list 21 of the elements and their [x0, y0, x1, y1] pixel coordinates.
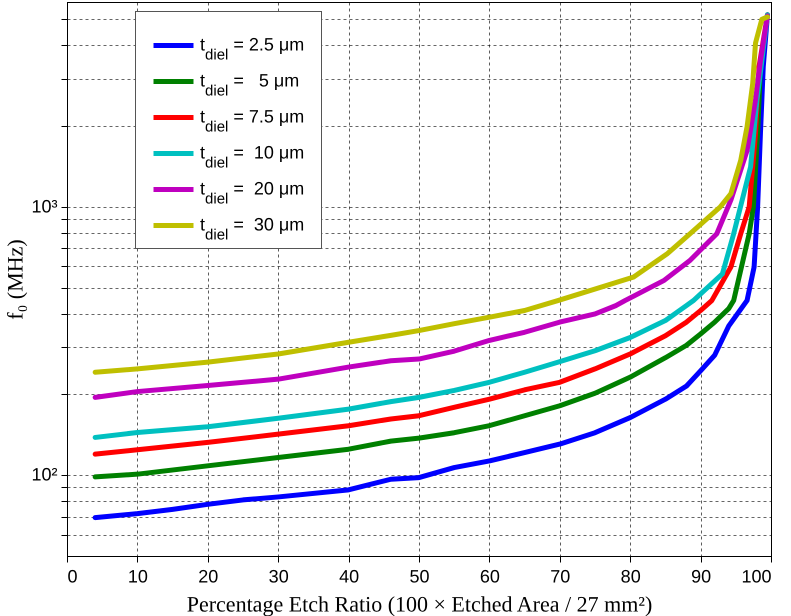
legend-label: t$_{diel}$ = 10 μm [200, 142, 304, 171]
x-tick-label: 100 [741, 566, 772, 586]
y-tick-label: 10² [31, 464, 58, 485]
x-tick-label: 20 [198, 566, 218, 586]
x-tick-label: 50 [409, 566, 430, 586]
legend-label: t$_{diel}$ = 7.5 μm [200, 106, 304, 135]
x-tick-label: 60 [480, 566, 500, 586]
legend-label: t$_{diel}$ = 5 μm [200, 70, 300, 99]
x-tick-label: 0 [68, 566, 78, 586]
x-tick-label: 10 [128, 566, 148, 586]
x-tick-label: 70 [550, 566, 570, 586]
x-axis-title: Percentage Etch Ratio (100 × Etched Area / 27 mm²) [186, 592, 652, 616]
x-tick-label: 30 [268, 566, 289, 586]
legend-label: t$_{diel}$ = 20 μm [200, 178, 304, 207]
y-axis-title: f₀ (MHz) [2, 239, 28, 320]
legend-label: t$_{diel}$ = 2.5 μm [200, 34, 304, 63]
legend-label: t$_{diel}$ = 30 μm [200, 214, 304, 243]
x-tick-label: 90 [691, 566, 712, 586]
x-tick-label: 80 [620, 566, 641, 586]
x-tick-label: 40 [339, 566, 360, 586]
y-tick-label: 10³ [31, 196, 58, 216]
